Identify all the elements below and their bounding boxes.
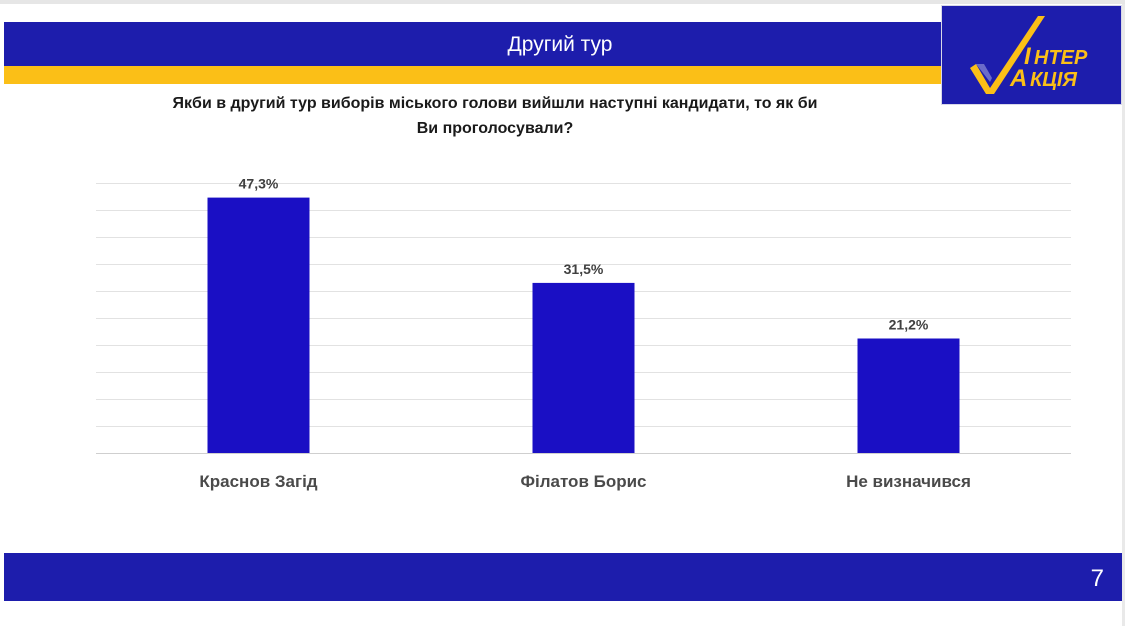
brand-logo: НТЕР КЦІЯ І А [941, 5, 1122, 105]
bar-1 [207, 197, 310, 453]
category-label-3: Не визначився [846, 472, 971, 491]
category-label-1: Краснов Загід [199, 472, 317, 491]
footer-band: 7 [4, 553, 1122, 601]
header-accent-stripe [4, 66, 944, 84]
logo-line1: НТЕР [1034, 47, 1088, 69]
slide-right-edge [1122, 4, 1125, 626]
bar-2 [532, 282, 635, 453]
svg-text:І: І [1024, 43, 1032, 70]
slide-bottom-margin [0, 604, 1125, 626]
question-line-1: Якби в другий тур виборів міського голов… [172, 95, 818, 112]
chart-labels: 47,3% Краснов Загід 31,5% Філатов Борис 21,2… [199, 176, 971, 491]
header-band [4, 22, 944, 66]
question-line-2: Ви проголосували? [416, 120, 574, 137]
logo-check-icon: НТЕР КЦІЯ І А [970, 16, 1088, 94]
value-label-1: 47,3% [239, 176, 279, 192]
chart-question: Якби в другий тур виборів міського голов… [110, 91, 880, 141]
value-label-2: 31,5% [564, 261, 604, 277]
slide-title: Другий тур [507, 33, 613, 56]
logo-line2: КЦІЯ [1030, 69, 1077, 91]
svg-text:А: А [1009, 65, 1027, 92]
bar-3 [857, 338, 960, 453]
page-number: 7 [1090, 565, 1104, 592]
bar-chart: 47,3% Краснов Загід 31,5% Філатов Борис 21,2… [96, 176, 1071, 491]
chart-bars [207, 197, 960, 453]
category-label-2: Філатов Борис [520, 472, 646, 491]
value-label-3: 21,2% [889, 317, 929, 333]
